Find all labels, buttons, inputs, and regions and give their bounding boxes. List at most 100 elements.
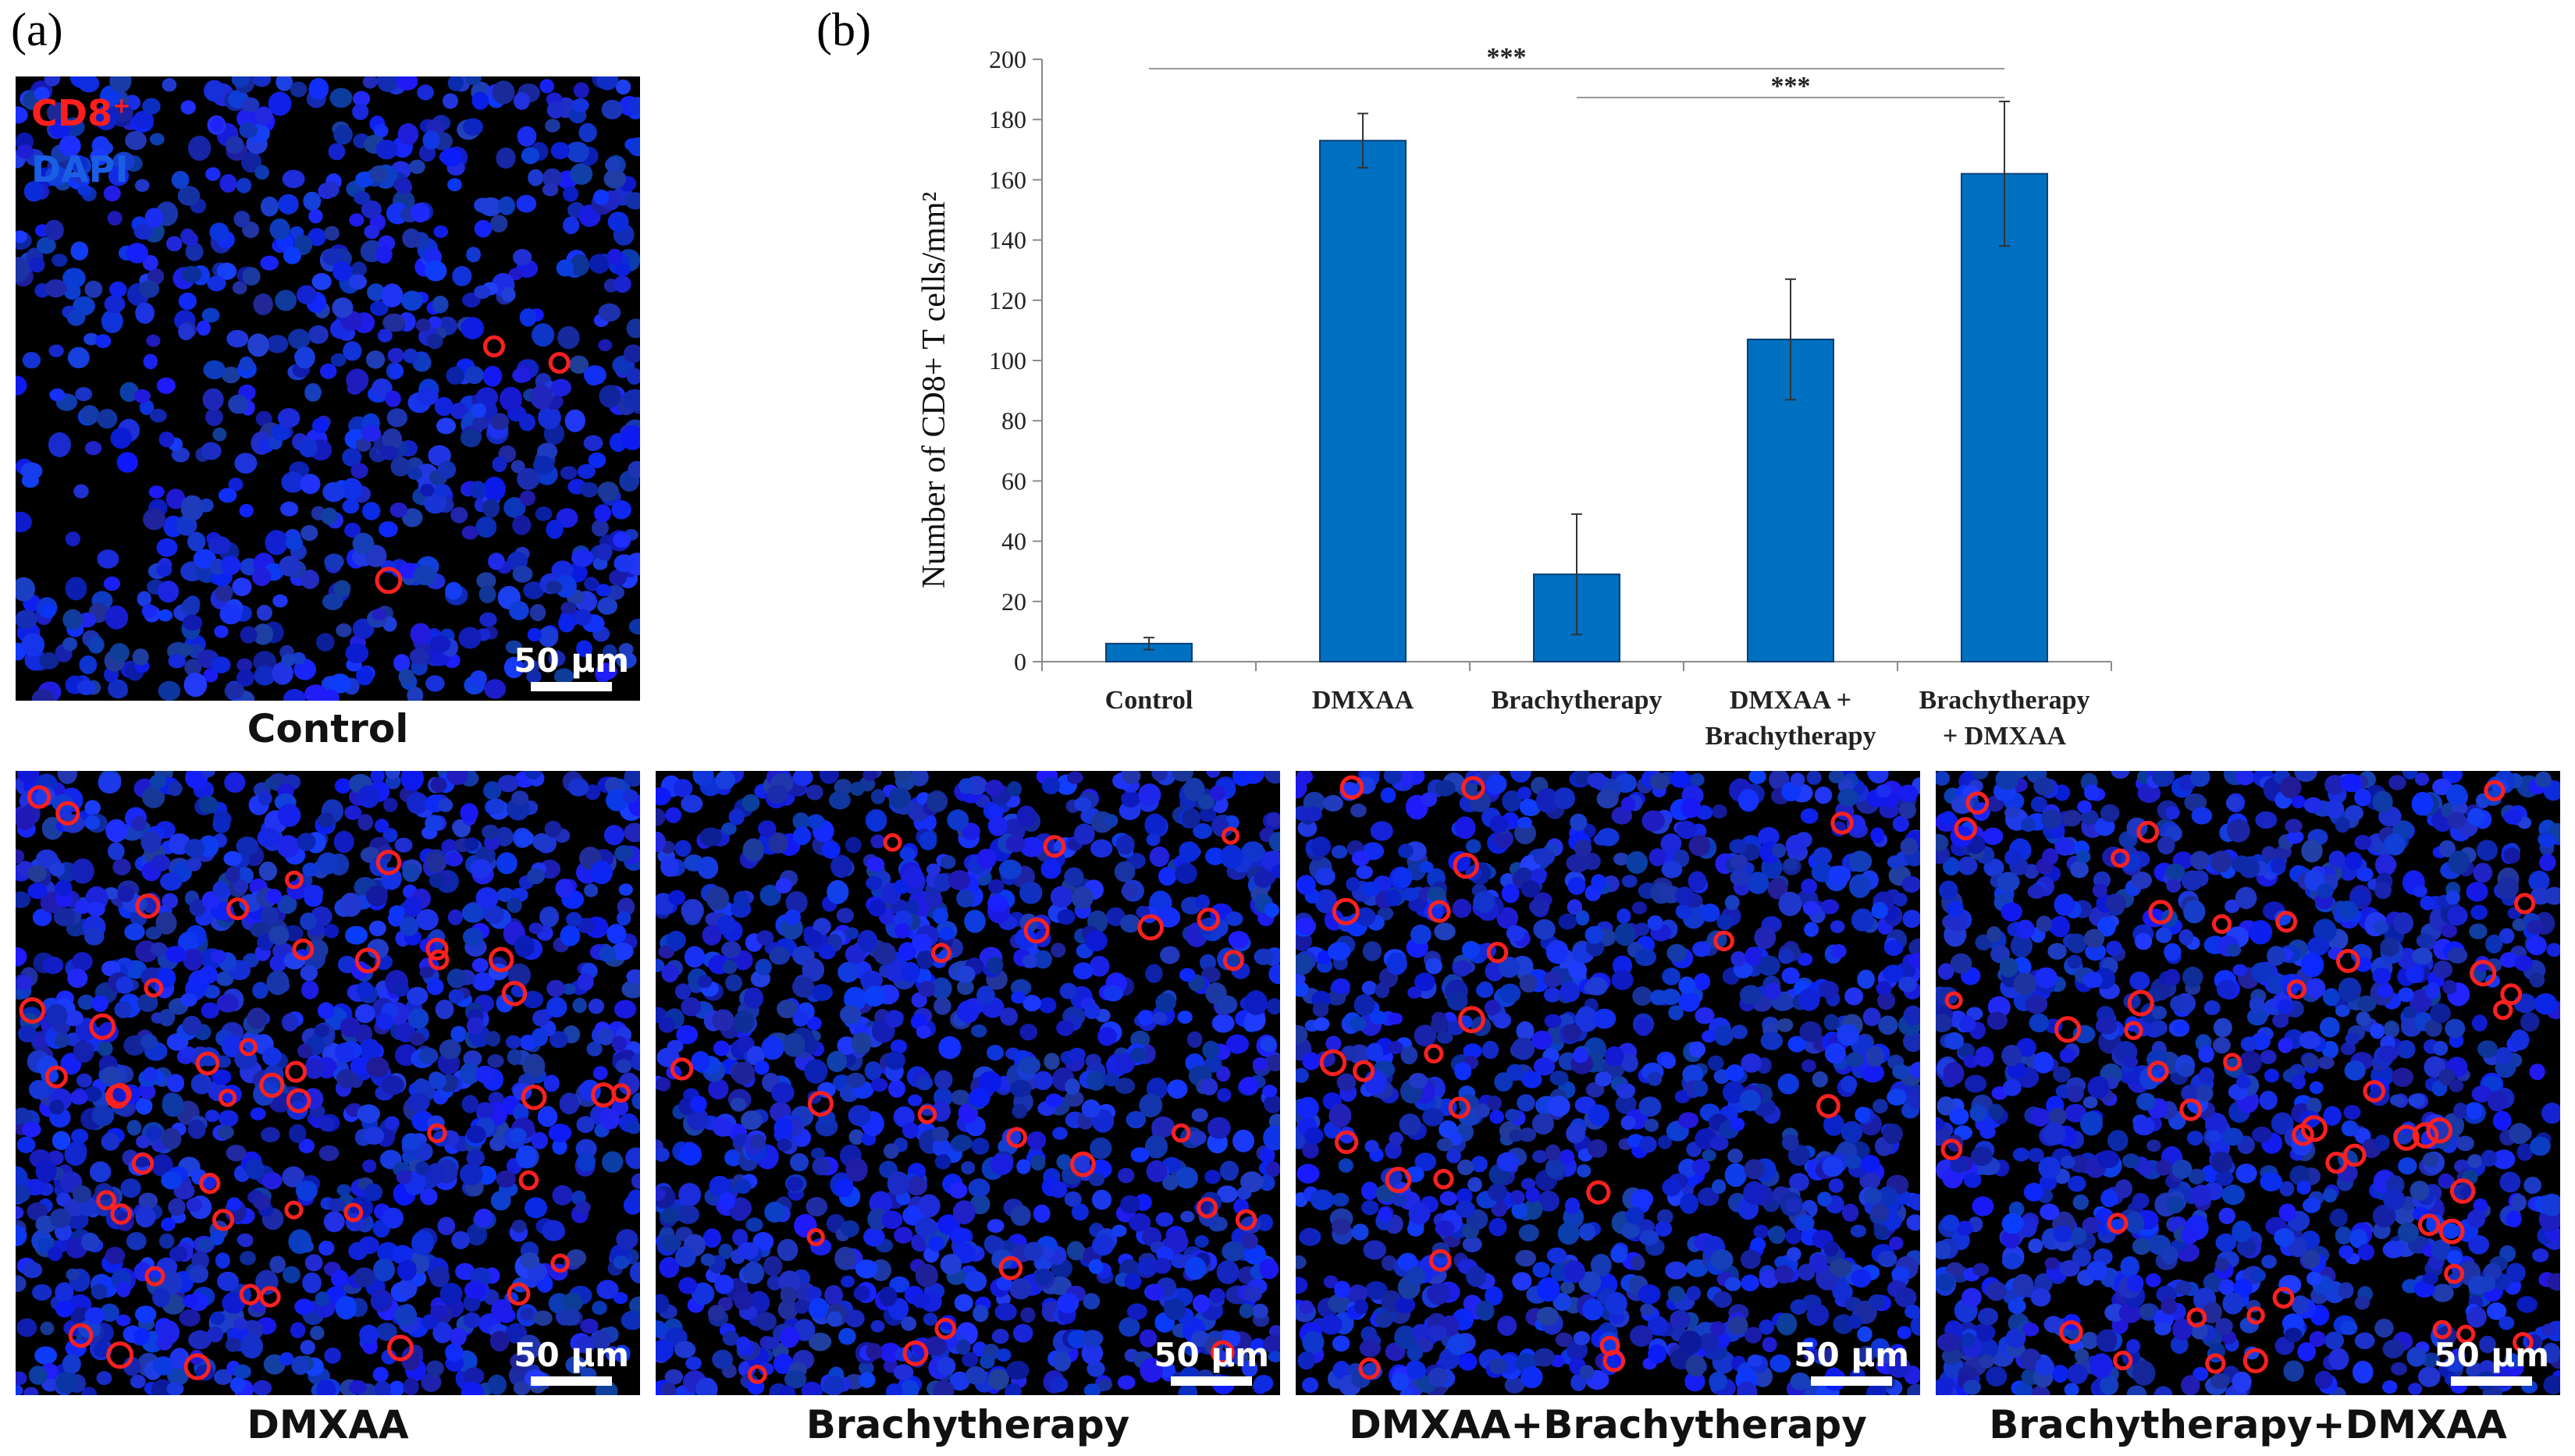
nucleus: [1325, 1035, 1342, 1052]
nucleus: [2479, 1335, 2496, 1354]
nucleus: [341, 478, 363, 500]
nucleus: [240, 1251, 256, 1266]
nucleus: [1179, 968, 1196, 982]
nucleus: [546, 979, 565, 997]
nucleus: [1263, 1335, 1280, 1354]
nucleus: [471, 91, 489, 110]
nucleus: [1823, 1014, 1839, 1031]
nucleus: [574, 609, 592, 626]
nucleus: [571, 98, 589, 112]
nucleus: [139, 400, 155, 415]
nucleus: [576, 1116, 595, 1134]
nucleus: [385, 390, 401, 407]
nucleus: [1851, 908, 1874, 932]
nucleus: [137, 993, 158, 1012]
nucleus: [806, 1197, 828, 1216]
nucleus: [381, 283, 404, 307]
nucleus: [801, 1037, 820, 1053]
nucleus: [1692, 1080, 1709, 1097]
nucleus: [827, 1050, 847, 1072]
nucleus: [759, 884, 781, 906]
nucleus: [66, 921, 85, 937]
nucleus: [1857, 1326, 1873, 1342]
nucleus: [522, 990, 544, 1009]
nucleus: [48, 432, 71, 457]
nucleus: [386, 408, 407, 428]
nucleus: [201, 442, 222, 460]
nucleus: [1408, 1202, 1431, 1225]
nucleus: [1252, 1057, 1268, 1071]
nucleus: [1222, 1241, 1245, 1262]
nucleus: [1774, 1265, 1794, 1284]
nucleus: [573, 82, 589, 98]
nucleus: [482, 365, 503, 387]
nucleus: [1314, 1017, 1330, 1032]
nucleus: [885, 1010, 904, 1028]
nucleus: [845, 1157, 868, 1182]
nucleus: [522, 1053, 546, 1078]
nucleus: [567, 778, 589, 797]
nucleus: [836, 907, 854, 924]
nucleus: [16, 771, 40, 784]
nucleus: [149, 774, 166, 789]
nucleus: [792, 771, 813, 787]
nucleus: [916, 950, 934, 970]
nucleus: [1454, 1062, 1472, 1081]
nucleus: [517, 126, 537, 147]
nucleus: [926, 863, 941, 875]
nucleus: [409, 648, 429, 665]
nucleus: [304, 1058, 325, 1079]
nucleus: [1296, 1025, 1308, 1045]
nucleus: [300, 912, 317, 931]
nucleus: [733, 1290, 754, 1310]
nucleus: [1675, 886, 1695, 906]
nuclei-image: [16, 771, 640, 1395]
nucleus: [283, 247, 301, 265]
nucleus: [1585, 1081, 1605, 1098]
nucleus: [550, 141, 570, 160]
nucleus: [479, 197, 503, 217]
nucleus: [136, 1135, 151, 1149]
cd8-cell: [1319, 1049, 1347, 1077]
nucleus: [714, 1274, 734, 1294]
cd8-cell: [212, 1209, 235, 1231]
nucleus: [187, 135, 212, 162]
nucleus: [289, 1124, 307, 1143]
cd8-cell: [1222, 826, 1240, 845]
nucleus: [1892, 1064, 1910, 1080]
nucleus: [512, 249, 532, 266]
nucleus: [1832, 1283, 1853, 1302]
nucleus: [1639, 1230, 1659, 1246]
nucleus: [756, 1312, 777, 1331]
nucleus: [1688, 835, 1711, 857]
nucleus: [417, 84, 434, 101]
cd8-cell: [1070, 1151, 1096, 1177]
nucleus: [1484, 1000, 1501, 1016]
nucleus: [55, 1300, 74, 1318]
nucleus: [516, 194, 537, 213]
nucleus: [2291, 795, 2306, 808]
nucleus: [1525, 1187, 1540, 1203]
nucleus: [474, 219, 493, 238]
nucleus: [569, 355, 589, 374]
nucleus: [217, 1125, 234, 1140]
nucleus: [883, 1143, 899, 1159]
nucleus: [1103, 985, 1124, 1002]
nucleus: [934, 997, 951, 1015]
cd8-cell: [144, 1266, 165, 1287]
nucleus: [1296, 917, 1317, 936]
nuclei-image: [1936, 771, 2560, 1395]
nucleus: [601, 99, 623, 119]
nucleus: [1158, 1362, 1175, 1379]
nucleus: [517, 1334, 542, 1360]
nucleus: [1392, 1193, 1407, 1207]
nucleus: [439, 1283, 463, 1305]
nucleus: [315, 1291, 329, 1307]
caption-dmxaa-brachytherapy: DMXAA+Brachytherapy: [1349, 1402, 1867, 1447]
nucleus: [938, 1036, 962, 1060]
nucleus: [282, 1166, 305, 1188]
nucleus: [239, 893, 261, 913]
nucleus: [1631, 1255, 1645, 1271]
nucleus: [308, 208, 323, 224]
nucleus: [279, 556, 301, 577]
